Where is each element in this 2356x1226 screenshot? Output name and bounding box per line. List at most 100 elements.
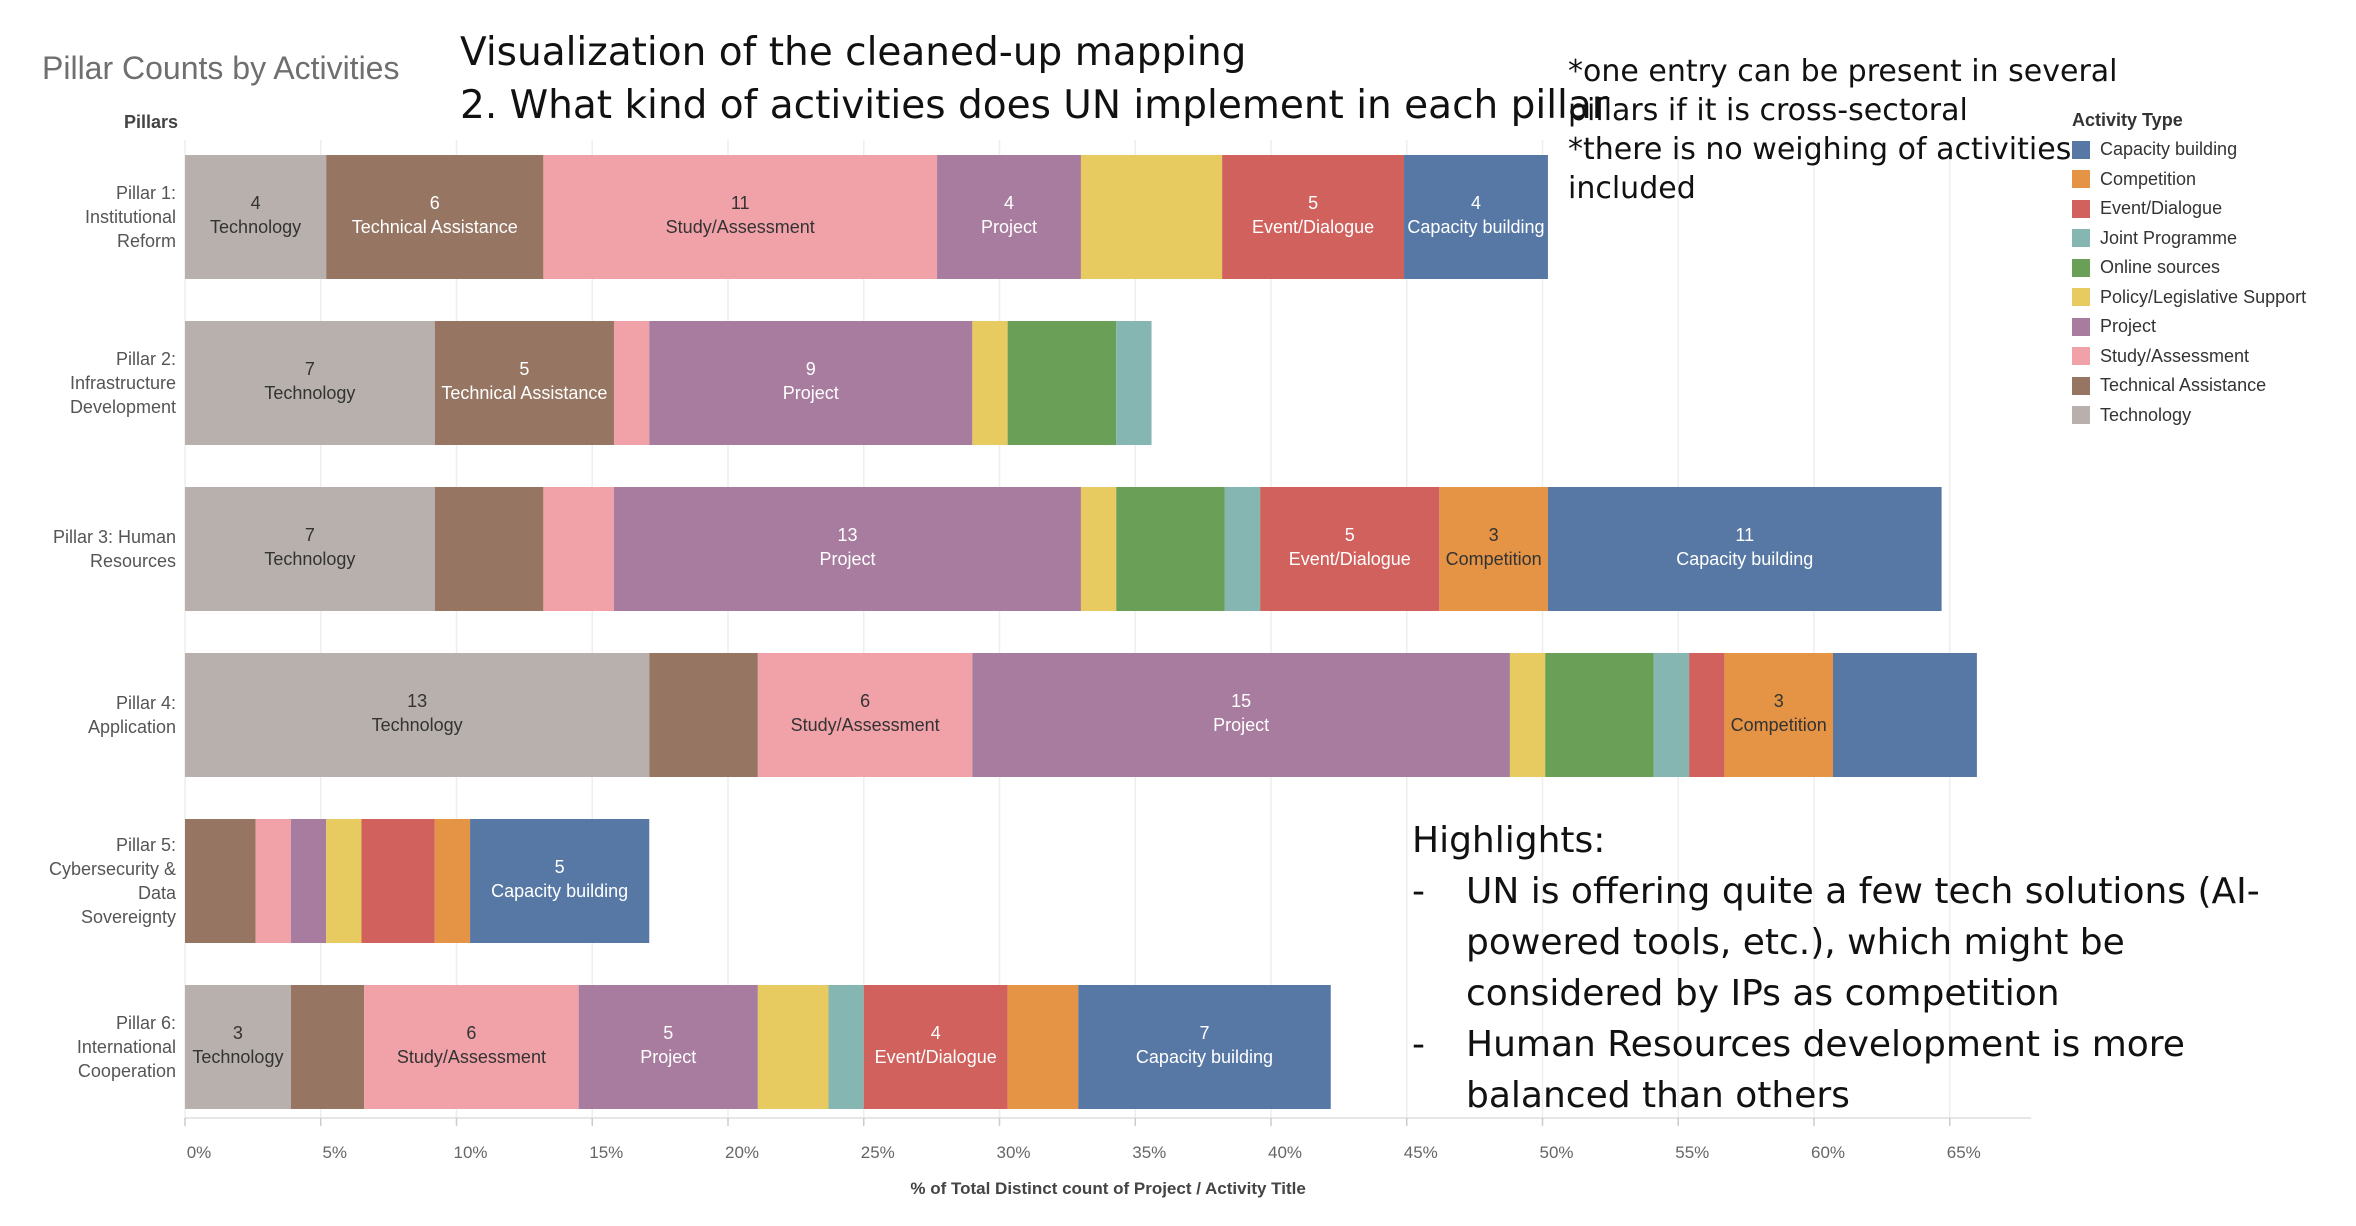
data-label-count: 7 — [305, 525, 315, 545]
data-label-type: Technology — [264, 383, 355, 403]
data-label-type: Technology — [210, 217, 301, 237]
bar-segment — [1080, 487, 1117, 611]
x-tick-label: 30% — [996, 1143, 1030, 1162]
x-tick-label: 25% — [861, 1143, 895, 1162]
bar-segment — [757, 985, 829, 1109]
data-label-count: 13 — [837, 525, 857, 545]
highlights-title: Highlights: — [1412, 820, 1606, 861]
legend-label: Policy/Legislative Support — [2100, 286, 2307, 307]
bar-segment — [757, 653, 973, 777]
x-axis-label: % of Total Distinct count of Project / A… — [910, 1179, 1305, 1198]
bar-segment — [863, 985, 1008, 1109]
legend-items: Capacity building Competition Event/Dialog… — [2072, 135, 2306, 430]
data-label-type: Project — [783, 383, 839, 403]
bar-segment — [1080, 155, 1223, 279]
data-label-count: 7 — [305, 359, 315, 379]
row-label: Pillar 5: — [116, 835, 176, 855]
legend-swatch — [2072, 317, 2090, 336]
legend-item: Online sources — [2072, 253, 2306, 283]
data-label-type: Event/Dialogue — [1289, 549, 1411, 569]
bar-segment — [185, 487, 435, 611]
row-label: Pillar 4: — [116, 693, 176, 713]
bar-segment — [1724, 653, 1834, 777]
bar-segment — [364, 985, 579, 1109]
legend-label: Project — [2100, 316, 2157, 337]
bar-segment — [1116, 487, 1225, 611]
bar-segment — [972, 653, 1510, 777]
data-label-type: Project — [640, 1047, 696, 1067]
x-tick-label: 20% — [725, 1143, 759, 1162]
bar-segment — [1224, 487, 1261, 611]
bar-segment — [434, 321, 614, 445]
bar-segment — [326, 155, 544, 279]
legend-label: Study/Assessment — [2100, 345, 2250, 366]
data-label-type: Project — [981, 217, 1037, 237]
data-label-count: 4 — [1471, 193, 1481, 213]
bar-segment — [290, 819, 327, 943]
legend-item: Study/Assessment — [2072, 342, 2306, 372]
bar-segment — [649, 653, 758, 777]
bar-segment — [1007, 321, 1117, 445]
x-tick-label: 50% — [1539, 1143, 1573, 1162]
bar-segment — [470, 819, 650, 943]
data-label-type: Capacity building — [491, 881, 628, 901]
legend-label: Online sources — [2100, 257, 2221, 278]
bar-segment — [937, 155, 1081, 279]
x-tick-label: 55% — [1675, 1143, 1709, 1162]
x-tick-label: 5% — [322, 1143, 347, 1162]
bar-segment — [1007, 985, 1079, 1109]
legend-swatch — [2072, 140, 2090, 159]
highlights: Highlights: - UN is offering quite a few… — [1412, 815, 2292, 1121]
x-tick-label: 65% — [1947, 1143, 1981, 1162]
data-label-count: 15 — [1231, 691, 1251, 711]
bar-segment — [578, 985, 758, 1109]
bar-segment — [1545, 653, 1654, 777]
legend-swatch — [2072, 258, 2090, 277]
data-label-count: 5 — [555, 857, 565, 877]
note-no-weighing: *there is no weighing of activities incl… — [1568, 132, 2072, 206]
legend-label: Competition — [2100, 168, 2197, 189]
data-label-type: Project — [819, 549, 875, 569]
data-label-count: 6 — [430, 193, 440, 213]
data-label-count: 11 — [731, 193, 750, 213]
bar-segment — [185, 985, 291, 1109]
data-label-count: 4 — [251, 193, 261, 213]
legend-swatch — [2072, 376, 2090, 395]
data-label-type: Project — [1213, 715, 1269, 735]
x-tick-label: 45% — [1404, 1143, 1438, 1162]
bar-segment — [434, 487, 544, 611]
legend-item: Technical Assistance — [2072, 371, 2306, 401]
bar-segment — [1222, 155, 1405, 279]
data-label-type: Technology — [372, 715, 463, 735]
data-label-count: 9 — [806, 359, 816, 379]
bar-segment — [185, 155, 327, 279]
data-label-count: 5 — [1308, 193, 1318, 213]
bar-segment — [1404, 155, 1548, 279]
bullet-dash: - — [1412, 1024, 1425, 1065]
legend-item: Event/Dialogue — [2072, 194, 2306, 224]
row-label: Cybersecurity & — [49, 859, 176, 879]
x-tick-label: 10% — [453, 1143, 487, 1162]
row-label: Pillar 3: Human — [53, 527, 176, 547]
legend-item: Project — [2072, 312, 2306, 342]
data-label-type: Technical Assistance — [441, 383, 607, 403]
data-label-type: Event/Dialogue — [1252, 217, 1374, 237]
data-label-count: 3 — [1774, 691, 1784, 711]
data-label-type: Technical Assistance — [352, 217, 518, 237]
bar-segment — [1439, 487, 1548, 611]
data-label-count: 5 — [1345, 525, 1355, 545]
highlight-text: UN is offering quite a few tech solution… — [1466, 871, 2260, 1014]
row-label: Pillar 1: — [116, 183, 176, 203]
legend-swatch — [2072, 229, 2090, 248]
bar-segment — [543, 155, 938, 279]
legend-item: Capacity building — [2072, 135, 2306, 165]
legend-swatch — [2072, 170, 2090, 189]
legend-title: Activity Type — [2072, 110, 2183, 130]
legend-label: Technology — [2100, 404, 2192, 425]
legend-label: Event/Dialogue — [2100, 198, 2223, 219]
legend-item: Technology — [2072, 401, 2306, 431]
bar-segment — [613, 321, 650, 445]
data-label-count: 4 — [1004, 193, 1014, 213]
data-label-type: Study/Assessment — [397, 1047, 546, 1067]
